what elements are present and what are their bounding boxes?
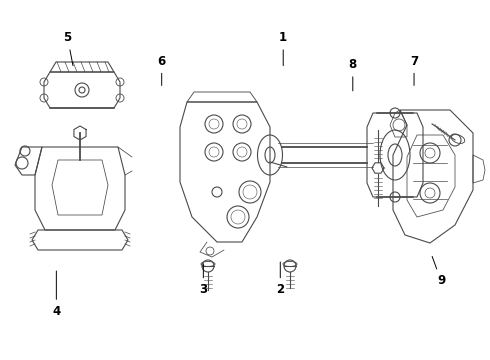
Text: 2: 2	[276, 262, 284, 296]
Text: 9: 9	[432, 256, 445, 287]
Text: 3: 3	[199, 264, 207, 296]
Text: 7: 7	[410, 55, 418, 85]
Text: 4: 4	[52, 271, 60, 318]
Text: 6: 6	[158, 55, 166, 85]
Text: 1: 1	[279, 31, 287, 66]
Text: 5: 5	[64, 31, 73, 66]
Text: 8: 8	[349, 58, 357, 91]
